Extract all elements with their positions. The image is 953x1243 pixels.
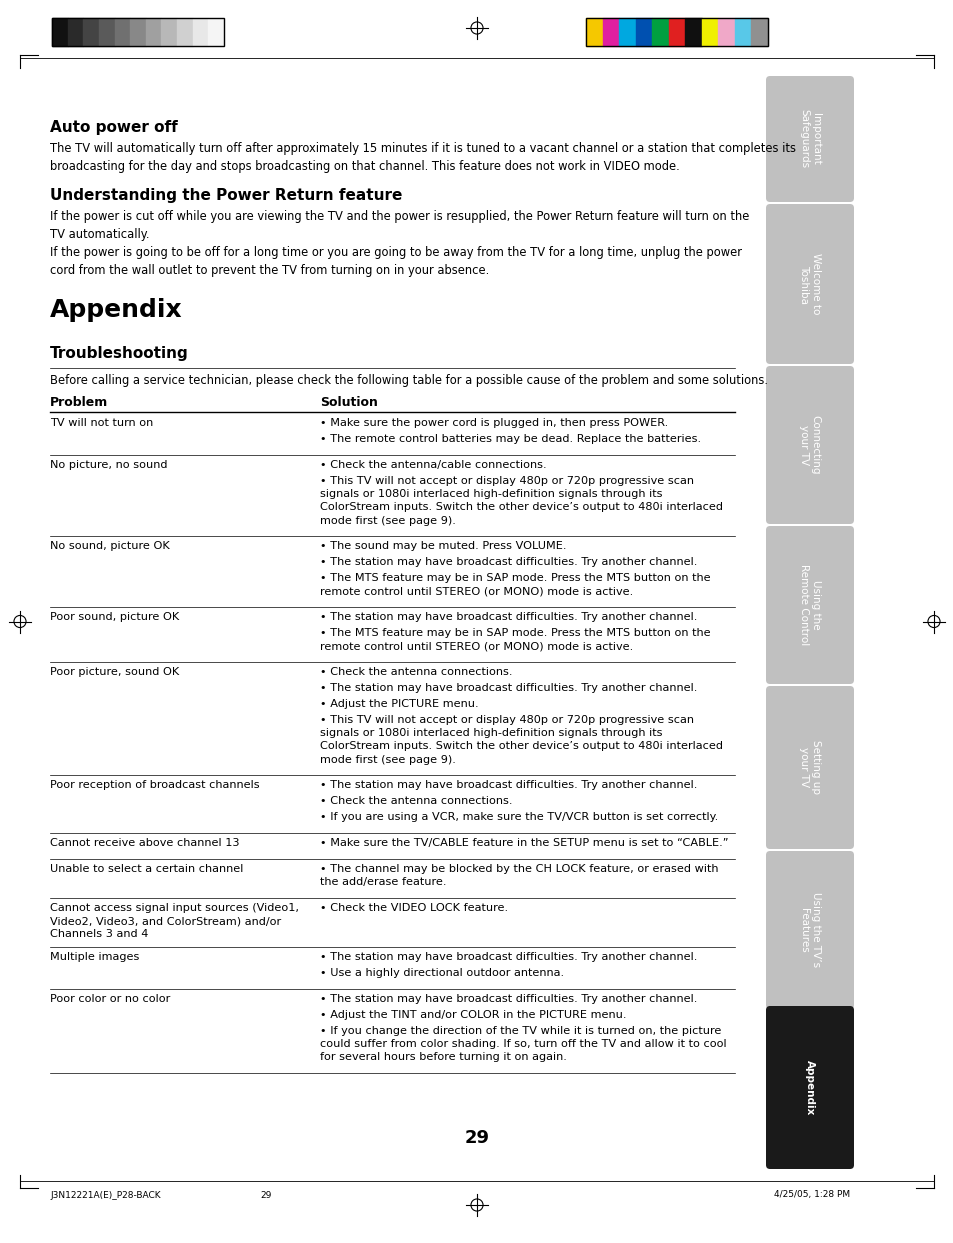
Bar [177, 17, 193, 46]
Text: Cannot receive above channel 13: Cannot receive above channel 13 [50, 838, 239, 848]
Text: • Adjust the PICTURE menu.: • Adjust the PICTURE menu. [319, 699, 478, 709]
Text: Poor color or no color: Poor color or no color [50, 994, 170, 1004]
Text: Poor reception of broadcast channels: Poor reception of broadcast channels [50, 781, 259, 791]
Text: • Check the antenna/cable connections.: • Check the antenna/cable connections. [319, 460, 546, 470]
Text: • This TV will not accept or display 480p or 720p progressive scan
signals or 10: • This TV will not accept or display 480… [319, 476, 722, 526]
FancyBboxPatch shape [765, 851, 853, 1009]
Bar [208, 17, 224, 46]
Text: • The remote control batteries may be dead. Replace the batteries.: • The remote control batteries may be de… [319, 434, 700, 444]
Text: 4/25/05, 1:28 PM: 4/25/05, 1:28 PM [773, 1191, 849, 1199]
Text: Solution: Solution [319, 397, 377, 409]
Bar [130, 17, 146, 46]
Bar [83, 17, 99, 46]
FancyBboxPatch shape [765, 686, 853, 849]
Bar [635, 17, 652, 46]
Text: Connecting
your TV: Connecting your TV [799, 415, 820, 475]
Text: TV will not turn on: TV will not turn on [50, 418, 153, 428]
Bar [193, 17, 208, 46]
Bar [718, 17, 734, 46]
Text: Appendix: Appendix [804, 1060, 814, 1115]
Bar [734, 17, 751, 46]
Bar [684, 17, 701, 46]
Text: Problem: Problem [50, 397, 108, 409]
Text: No picture, no sound: No picture, no sound [50, 460, 168, 470]
Text: Multiple images: Multiple images [50, 952, 139, 962]
Text: • The station may have broadcast difficulties. Try another channel.: • The station may have broadcast difficu… [319, 557, 697, 567]
Bar [652, 17, 668, 46]
Bar [68, 17, 83, 46]
Text: Welcome to
Toshiba: Welcome to Toshiba [799, 254, 820, 314]
Text: If the power is going to be off for a long time or you are going to be away from: If the power is going to be off for a lo… [50, 246, 741, 276]
Bar [602, 17, 618, 46]
FancyBboxPatch shape [765, 365, 853, 525]
Bar [146, 17, 161, 46]
Text: Setting up
your TV: Setting up your TV [799, 741, 820, 794]
FancyBboxPatch shape [765, 1006, 853, 1168]
Text: Poor picture, sound OK: Poor picture, sound OK [50, 667, 179, 677]
Bar [585, 17, 767, 46]
Text: Poor sound, picture OK: Poor sound, picture OK [50, 612, 179, 622]
Bar [52, 17, 224, 46]
Text: No sound, picture OK: No sound, picture OK [50, 541, 170, 551]
Text: Unable to select a certain channel: Unable to select a certain channel [50, 864, 243, 874]
Text: • Make sure the power cord is plugged in, then press POWER.: • Make sure the power cord is plugged in… [319, 418, 667, 428]
Text: • The station may have broadcast difficulties. Try another channel.: • The station may have broadcast difficu… [319, 781, 697, 791]
Text: If the power is cut off while you are viewing the TV and the power is resupplied: If the power is cut off while you are vi… [50, 210, 749, 240]
Bar [161, 17, 177, 46]
Text: • The channel may be blocked by the CH LOCK feature, or erased with
the add/eras: • The channel may be blocked by the CH L… [319, 864, 718, 888]
Text: Using the TV’s
Features: Using the TV’s Features [799, 892, 820, 967]
Text: 29: 29 [260, 1191, 271, 1199]
Text: • If you change the direction of the TV while it is turned on, the picture
could: • If you change the direction of the TV … [319, 1025, 726, 1063]
Text: • The sound may be muted. Press VOLUME.: • The sound may be muted. Press VOLUME. [319, 541, 566, 551]
Text: • Make sure the TV/CABLE feature in the SETUP menu is set to “CABLE.”: • Make sure the TV/CABLE feature in the … [319, 838, 728, 848]
FancyBboxPatch shape [765, 526, 853, 684]
Bar [585, 17, 602, 46]
Text: • Adjust the TINT and/or COLOR in the PICTURE menu.: • Adjust the TINT and/or COLOR in the PI… [319, 1011, 626, 1021]
Text: • Check the VIDEO LOCK feature.: • Check the VIDEO LOCK feature. [319, 902, 508, 914]
Bar [52, 17, 68, 46]
Text: J3N12221A(E)_P28-BACK: J3N12221A(E)_P28-BACK [50, 1191, 160, 1199]
Text: • The MTS feature may be in SAP mode. Press the MTS button on the
remote control: • The MTS feature may be in SAP mode. Pr… [319, 573, 710, 597]
Text: Troubleshooting: Troubleshooting [50, 346, 189, 360]
FancyBboxPatch shape [765, 204, 853, 364]
Bar [751, 17, 767, 46]
Text: Understanding the Power Return feature: Understanding the Power Return feature [50, 188, 402, 203]
Text: • The station may have broadcast difficulties. Try another channel.: • The station may have broadcast difficu… [319, 994, 697, 1004]
Text: 29: 29 [464, 1129, 489, 1147]
FancyBboxPatch shape [765, 76, 853, 203]
Text: Cannot access signal input sources (Video1,
Video2, Video3, and ColorStream) and: Cannot access signal input sources (Vide… [50, 902, 298, 940]
Text: • Use a highly directional outdoor antenna.: • Use a highly directional outdoor anten… [319, 968, 563, 978]
Bar [99, 17, 114, 46]
Bar [701, 17, 718, 46]
Text: Appendix: Appendix [50, 298, 182, 322]
Text: Important
Safeguards: Important Safeguards [799, 109, 820, 169]
Text: The TV will automatically turn off after approximately 15 minutes if it is tuned: The TV will automatically turn off after… [50, 142, 795, 173]
Text: • The MTS feature may be in SAP mode. Press the MTS button on the
remote control: • The MTS feature may be in SAP mode. Pr… [319, 628, 710, 651]
Bar [618, 17, 635, 46]
Text: Auto power off: Auto power off [50, 121, 177, 135]
Text: Using the
Remote Control: Using the Remote Control [799, 564, 820, 645]
Text: • Check the antenna connections.: • Check the antenna connections. [319, 796, 512, 805]
Bar [114, 17, 130, 46]
Text: • This TV will not accept or display 480p or 720p progressive scan
signals or 10: • This TV will not accept or display 480… [319, 715, 722, 764]
Text: • If you are using a VCR, make sure the TV/VCR button is set correctly.: • If you are using a VCR, make sure the … [319, 812, 718, 822]
Text: • The station may have broadcast difficulties. Try another channel.: • The station may have broadcast difficu… [319, 682, 697, 694]
Bar [668, 17, 684, 46]
Text: • The station may have broadcast difficulties. Try another channel.: • The station may have broadcast difficu… [319, 952, 697, 962]
Text: Before calling a service technician, please check the following table for a poss: Before calling a service technician, ple… [50, 374, 767, 387]
Text: • Check the antenna connections.: • Check the antenna connections. [319, 667, 512, 677]
Text: • The station may have broadcast difficulties. Try another channel.: • The station may have broadcast difficu… [319, 612, 697, 622]
